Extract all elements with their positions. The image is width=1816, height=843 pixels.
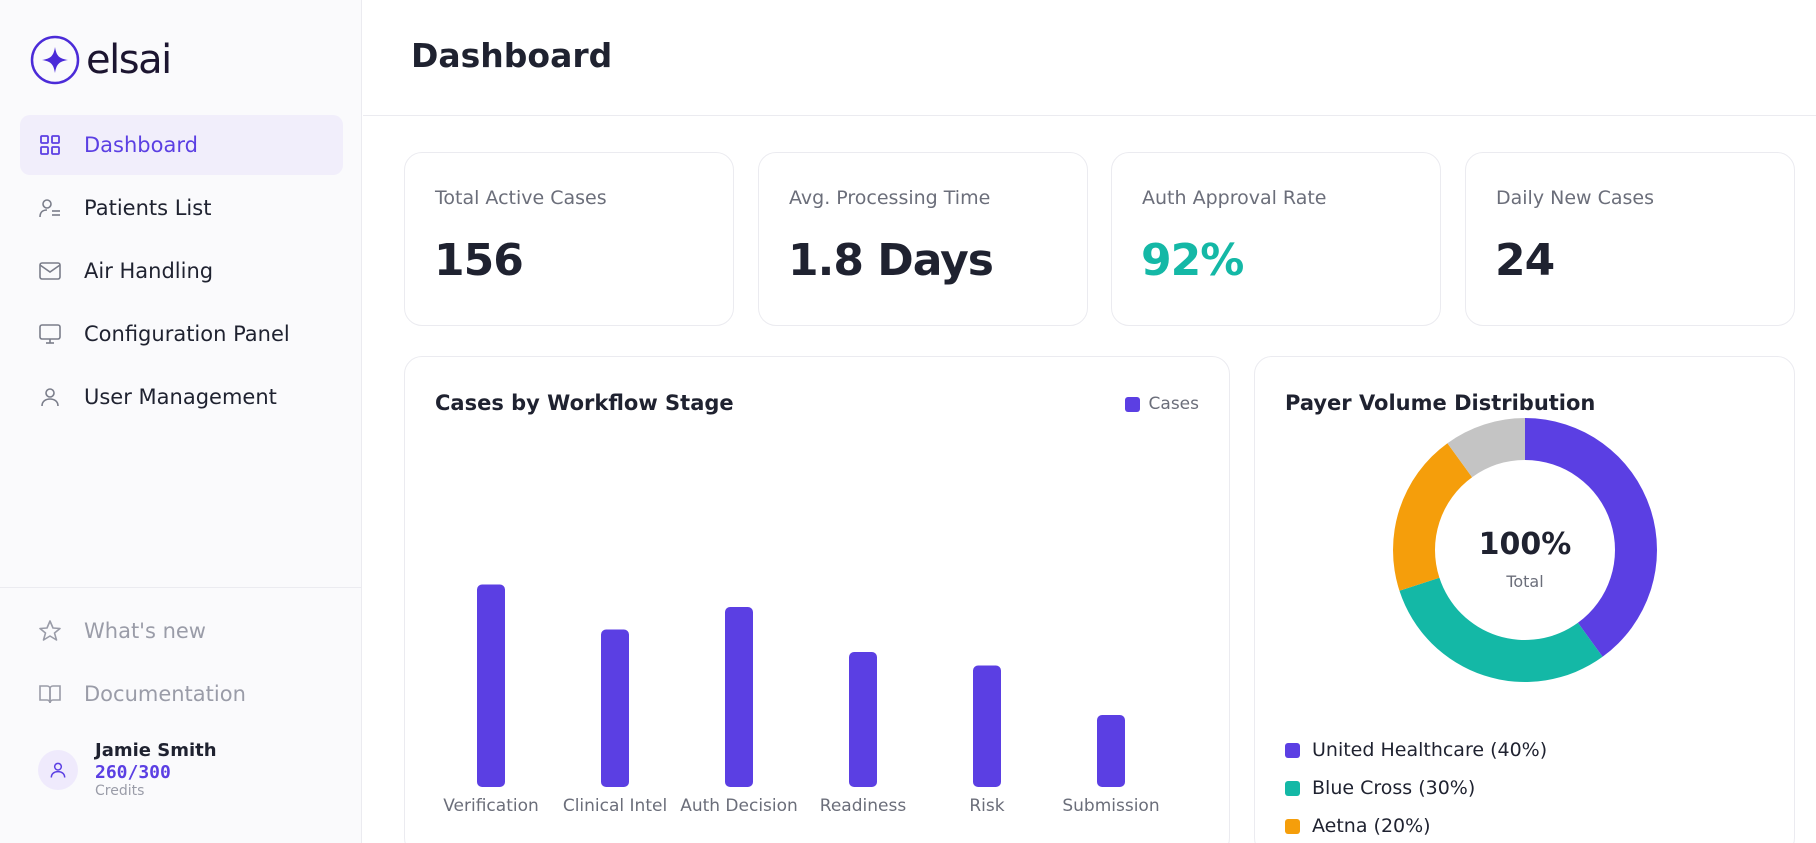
documentation-link[interactable]: Documentation bbox=[20, 662, 343, 725]
user-icon bbox=[38, 385, 62, 409]
avatar bbox=[38, 749, 78, 790]
donut-chart-title: Payer Volume Distribution bbox=[1285, 391, 1596, 415]
legend-item-aetna: Aetna (20%) bbox=[1285, 807, 1547, 843]
bar-chart: Verification Clinical Intel Auth Decision R… bbox=[443, 584, 1160, 816]
page-title: Dashboard bbox=[411, 36, 613, 75]
bar-risk[interactable] bbox=[973, 665, 1001, 788]
user-credits: 260/300 bbox=[95, 762, 171, 783]
donut-slice-1[interactable] bbox=[1399, 577, 1603, 682]
book-icon bbox=[38, 682, 62, 706]
legend-label: Aetna (20%) bbox=[1312, 815, 1431, 837]
sidebar-item-label: Dashboard bbox=[84, 133, 198, 157]
sidebar-nav: Dashboard Patients List Air Handling bbox=[20, 115, 343, 430]
x-tick-label: Verification bbox=[443, 796, 539, 816]
sidebar-item-label: Configuration Panel bbox=[84, 322, 290, 346]
x-tick-label: Auth Decision bbox=[680, 796, 798, 816]
legend-swatch bbox=[1285, 742, 1300, 758]
grid-icon bbox=[38, 133, 62, 157]
star-icon bbox=[38, 619, 62, 643]
bar-auth-decision[interactable] bbox=[725, 607, 753, 787]
donut-slice-3[interactable] bbox=[1447, 418, 1525, 478]
sidebar-bottom-nav: What's new Documentation bbox=[20, 599, 343, 725]
bar-clinical-intel[interactable] bbox=[601, 629, 629, 788]
stat-card-avg-processing-time: Avg. Processing Time 1.8 Days bbox=[758, 152, 1088, 326]
donut-chart: 100% Total bbox=[1393, 418, 1657, 682]
sidebar-item-label: Patients List bbox=[84, 196, 212, 220]
user-avatar-icon bbox=[50, 762, 66, 778]
donut-slice-0[interactable] bbox=[1525, 418, 1657, 657]
top-header: Dashboard bbox=[363, 0, 1816, 116]
x-tick-label: Risk bbox=[969, 796, 1004, 816]
bar-chart-title: Cases by Workflow Stage bbox=[435, 391, 734, 415]
donut-center-label: Total bbox=[1505, 572, 1543, 591]
sidebar-item-patients-list[interactable]: Patients List bbox=[20, 178, 343, 238]
stat-value: 24 bbox=[1495, 235, 1555, 286]
sidebar-item-label: Air Handling bbox=[84, 259, 214, 283]
bar-chart-card: Cases by Workflow Stage Cases Verificati… bbox=[404, 356, 1230, 843]
user-profile[interactable]: Jamie Smith 260/300 Credits bbox=[38, 740, 217, 799]
legend-label: Blue Cross (30%) bbox=[1312, 777, 1476, 799]
documentation-label: Documentation bbox=[84, 681, 246, 706]
user-credits-label: Credits bbox=[95, 783, 145, 799]
stat-label: Daily New Cases bbox=[1496, 187, 1654, 209]
sidebar-item-label: User Management bbox=[84, 385, 277, 409]
legend-swatch bbox=[1285, 780, 1300, 796]
x-tick-label: Clinical Intel bbox=[563, 796, 667, 816]
x-tick-label: Submission bbox=[1062, 796, 1159, 816]
sidebar-item-dashboard[interactable]: Dashboard bbox=[20, 115, 343, 175]
legend-label: United Healthcare (40%) bbox=[1312, 739, 1548, 761]
logo-sparkle-icon bbox=[30, 35, 80, 85]
sidebar-item-air-handling[interactable]: Air Handling bbox=[20, 241, 343, 301]
sidebar-item-user-management[interactable]: User Management bbox=[20, 367, 343, 427]
sidebar-divider bbox=[0, 587, 362, 588]
stat-card-daily-new-cases: Daily New Cases 24 bbox=[1465, 152, 1795, 326]
donut-center-value: 100% bbox=[1479, 527, 1572, 562]
legend-swatch bbox=[1124, 396, 1140, 412]
donut-legend: United Healthcare (40%) Blue Cross (30%)… bbox=[1285, 731, 1547, 843]
brand-name: elsai bbox=[86, 37, 172, 83]
stat-value: 156 bbox=[434, 235, 524, 286]
stat-label: Total Active Cases bbox=[435, 187, 607, 209]
sidebar-item-configuration-panel[interactable]: Configuration Panel bbox=[20, 304, 343, 364]
bar-verification[interactable] bbox=[477, 584, 505, 788]
donut-chart-card: Payer Volume Distribution 100% Total Unit… bbox=[1254, 356, 1795, 843]
stat-value: 92% bbox=[1141, 235, 1244, 286]
stat-card-total-active-cases: Total Active Cases 156 bbox=[404, 152, 734, 326]
mail-icon bbox=[38, 259, 62, 283]
bar-submission[interactable] bbox=[1097, 715, 1125, 787]
user-name: Jamie Smith bbox=[95, 740, 217, 761]
stat-label: Avg. Processing Time bbox=[789, 187, 991, 209]
whats-new-label: What's new bbox=[84, 618, 206, 643]
stat-value: 1.8 Days bbox=[788, 235, 994, 286]
bar-readiness[interactable] bbox=[849, 652, 877, 787]
sidebar: elsai Dashboard Patients List bbox=[0, 0, 362, 843]
legend-swatch bbox=[1285, 818, 1300, 834]
logo[interactable]: elsai bbox=[30, 34, 172, 86]
legend-item-blue-cross: Blue Cross (30%) bbox=[1285, 769, 1547, 807]
donut-slice-2[interactable] bbox=[1393, 443, 1473, 591]
stat-card-auth-approval-rate: Auth Approval Rate 92% bbox=[1111, 152, 1441, 326]
legend-label: Cases bbox=[1148, 394, 1199, 414]
stat-label: Auth Approval Rate bbox=[1142, 187, 1327, 209]
monitor-icon bbox=[38, 322, 62, 346]
whats-new-link[interactable]: What's new bbox=[20, 599, 343, 662]
user-list-icon bbox=[38, 196, 62, 220]
x-tick-label: Readiness bbox=[820, 796, 907, 816]
bar-chart-legend: Cases bbox=[1124, 394, 1199, 414]
legend-item-united-healthcare: United Healthcare (40%) bbox=[1285, 731, 1547, 769]
